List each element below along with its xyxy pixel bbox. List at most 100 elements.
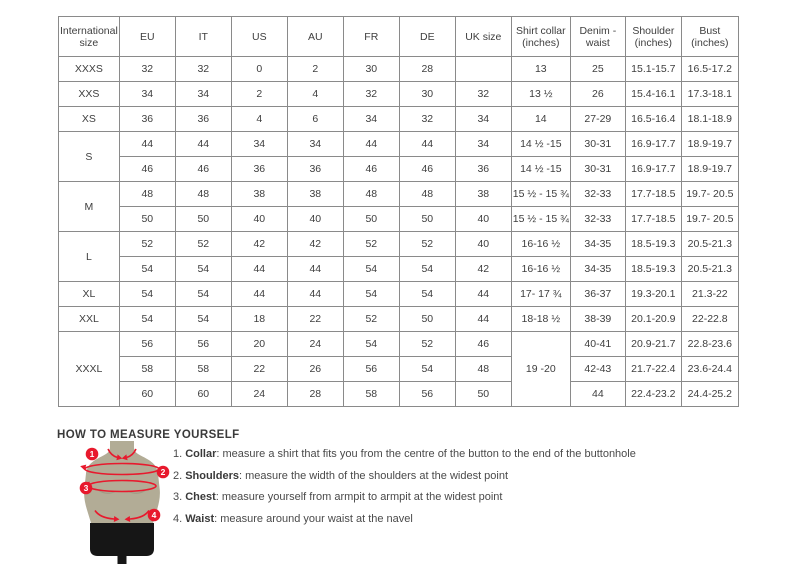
size-value-cell: 54 <box>174 281 232 307</box>
svg-text:1: 1 <box>90 449 95 459</box>
measure-instruction-collar: 1. Collar: measure a shirt that fits you … <box>173 448 636 460</box>
size-value-cell: 22-22.8 <box>680 306 739 332</box>
size-value-cell: 18.5-19.3 <box>624 231 682 257</box>
instruction-label: Waist <box>185 512 215 525</box>
size-value-cell: 20.9-21.7 <box>624 331 682 357</box>
size-value-cell: 34 <box>230 131 288 157</box>
instruction-text: : measure the width of the shoulders at … <box>238 469 509 482</box>
size-value-cell: 54 <box>398 256 456 282</box>
size-value-cell: 60 <box>174 381 232 407</box>
table-row: 46 46 36 36 46 46 36 14 ½ -15 30-31 16.9-17.7 18.9… <box>59 156 739 182</box>
instruction-text: : measure a shirt that fits you from the… <box>216 448 636 460</box>
size-value-cell: 32-33 <box>569 181 626 207</box>
size-value-cell: 44 <box>454 281 512 307</box>
instruction-number: 1. <box>173 448 183 460</box>
size-value-cell: 54 <box>174 306 232 332</box>
svg-text:2: 2 <box>161 467 166 477</box>
size-value-cell: 40 <box>286 206 344 232</box>
figure-badge-4: 4 <box>147 508 161 522</box>
column-header: International size <box>58 16 120 57</box>
mannequin-figure-container: 1 2 3 4 <box>55 438 190 566</box>
measure-instruction-shoulders: 2. Shoulders: measure the width of the sh… <box>173 470 636 482</box>
size-value-cell: 16.5-17.2 <box>680 56 739 82</box>
table-row: XL 54 54 44 44 54 54 44 17- 17 ¾ 36-37 19.3-20.1 21… <box>58 281 739 307</box>
size-label-cell: S <box>58 131 120 182</box>
size-value-cell: 25 <box>569 56 626 82</box>
figure-badge-1: 1 <box>85 447 99 461</box>
size-value-cell: 50 <box>398 206 456 232</box>
size-value-cell: 42-43 <box>569 356 626 382</box>
size-value-cell: 14 ½ -15 <box>510 131 571 157</box>
size-value-cell: 48 <box>342 181 400 207</box>
size-value-cell: 22.4-23.2 <box>624 381 682 407</box>
waist-arrowhead-right <box>124 516 131 522</box>
size-label-cell: XL <box>58 281 120 307</box>
size-value-cell: 18 <box>230 306 288 332</box>
size-value-cell: 50 <box>342 206 400 232</box>
size-value-cell: 56 <box>174 331 232 357</box>
size-value-cell: 19.3-20.1 <box>624 281 682 307</box>
mannequin-shorts-tab <box>117 556 127 564</box>
size-value-cell: 54 <box>398 356 456 382</box>
svg-text:3: 3 <box>84 483 89 493</box>
size-value-cell: 16.9-17.7 <box>624 131 682 157</box>
size-value-cell: 40 <box>454 206 512 232</box>
column-header: Bust (inches) <box>680 16 739 57</box>
size-label-cell: M <box>58 181 120 232</box>
size-value-cell: 44 <box>118 131 176 157</box>
size-value-cell: 19 -20 <box>510 331 571 407</box>
size-value-cell: 14 <box>510 106 571 132</box>
collar-arrowhead-right <box>121 454 128 461</box>
size-value-cell: 58 <box>118 356 176 382</box>
size-value-cell: 36 <box>230 156 288 182</box>
size-value-cell: 34 <box>118 81 176 107</box>
size-value-cell: 36-37 <box>569 281 626 307</box>
collar-measure-arrow <box>107 448 137 459</box>
table-row: XXXS 32 32 0 2 30 28 13 25 15.1-15.7 16.5-17.2 <box>58 56 739 82</box>
collar-arrowhead-left <box>116 454 123 461</box>
size-value-cell: 50 <box>398 306 456 332</box>
figure-badge-2: 2 <box>156 465 170 479</box>
size-value-cell: 16-16 ½ <box>510 256 571 282</box>
size-value-cell: 38 <box>286 181 344 207</box>
size-table: International size EU IT US AU FR DE UK size Shi… <box>58 16 739 407</box>
mannequin-torso <box>84 441 160 523</box>
size-value-cell: 2 <box>230 81 288 107</box>
mannequin-figure: 1 2 3 4 <box>79 441 170 564</box>
size-value-cell: 46 <box>454 331 512 357</box>
size-value-cell: 50 <box>454 381 512 407</box>
column-header: US <box>230 16 288 57</box>
size-value-cell: 48 <box>174 181 232 207</box>
column-header: FR <box>342 16 400 57</box>
size-value-cell: 17- 17 ¾ <box>510 281 571 307</box>
instruction-number: 4. <box>173 512 183 525</box>
size-value-cell: 54 <box>174 256 232 282</box>
table-row: XXXL 56 56 20 24 54 52 46 19 -20 40-41 20.9-21.7 22… <box>58 331 739 407</box>
size-value-cell: 54 <box>342 256 400 282</box>
size-value-cell: 44 <box>286 256 344 282</box>
size-value-cell: 16.9-17.7 <box>624 156 682 182</box>
size-value-cell: 30-31 <box>569 131 626 157</box>
size-value-cell: 20 <box>230 331 288 357</box>
size-value-cell <box>454 56 512 82</box>
size-value-cell: 34 <box>342 106 400 132</box>
size-value-cell: 18.5-19.3 <box>624 256 682 282</box>
size-value-cell: 40 <box>230 206 288 232</box>
size-value-cell: 17.7-18.5 <box>624 181 682 207</box>
size-value-cell: 26 <box>286 356 344 382</box>
size-value-cell: 56 <box>342 356 400 382</box>
size-value-cell: 32 <box>398 106 456 132</box>
table-row: L 52 52 42 42 52 52 40 16-16 ½ 34-35 18.5-19.3 20.5… <box>58 231 739 282</box>
size-value-cell: 50 <box>174 206 232 232</box>
table-row: 54 54 44 44 54 54 42 16-16 ½ 34-35 18.5-19.3 20.5-… <box>59 256 739 282</box>
size-value-cell: 44 <box>174 131 232 157</box>
size-value-cell: 54 <box>118 281 176 307</box>
table-row: 58 58 22 26 56 54 48 42-43 21.7-22.4 23.6-24.4 <box>59 356 739 382</box>
size-value-cell: 19.7- 20.5 <box>680 206 739 232</box>
table-row: 50 50 40 40 50 50 40 15 ½ - 15 ¾ 32-33 17.7-18.5 1… <box>59 206 739 232</box>
size-value-cell: 32 <box>174 56 232 82</box>
table-row: XXL 54 54 18 22 52 50 44 18-18 ½ 38-39 20.1-20.9 22… <box>58 306 739 332</box>
size-value-cell: 16-16 ½ <box>510 231 571 257</box>
size-value-cell: 18.9-19.7 <box>680 156 739 182</box>
size-value-cell: 21.7-22.4 <box>624 356 682 382</box>
